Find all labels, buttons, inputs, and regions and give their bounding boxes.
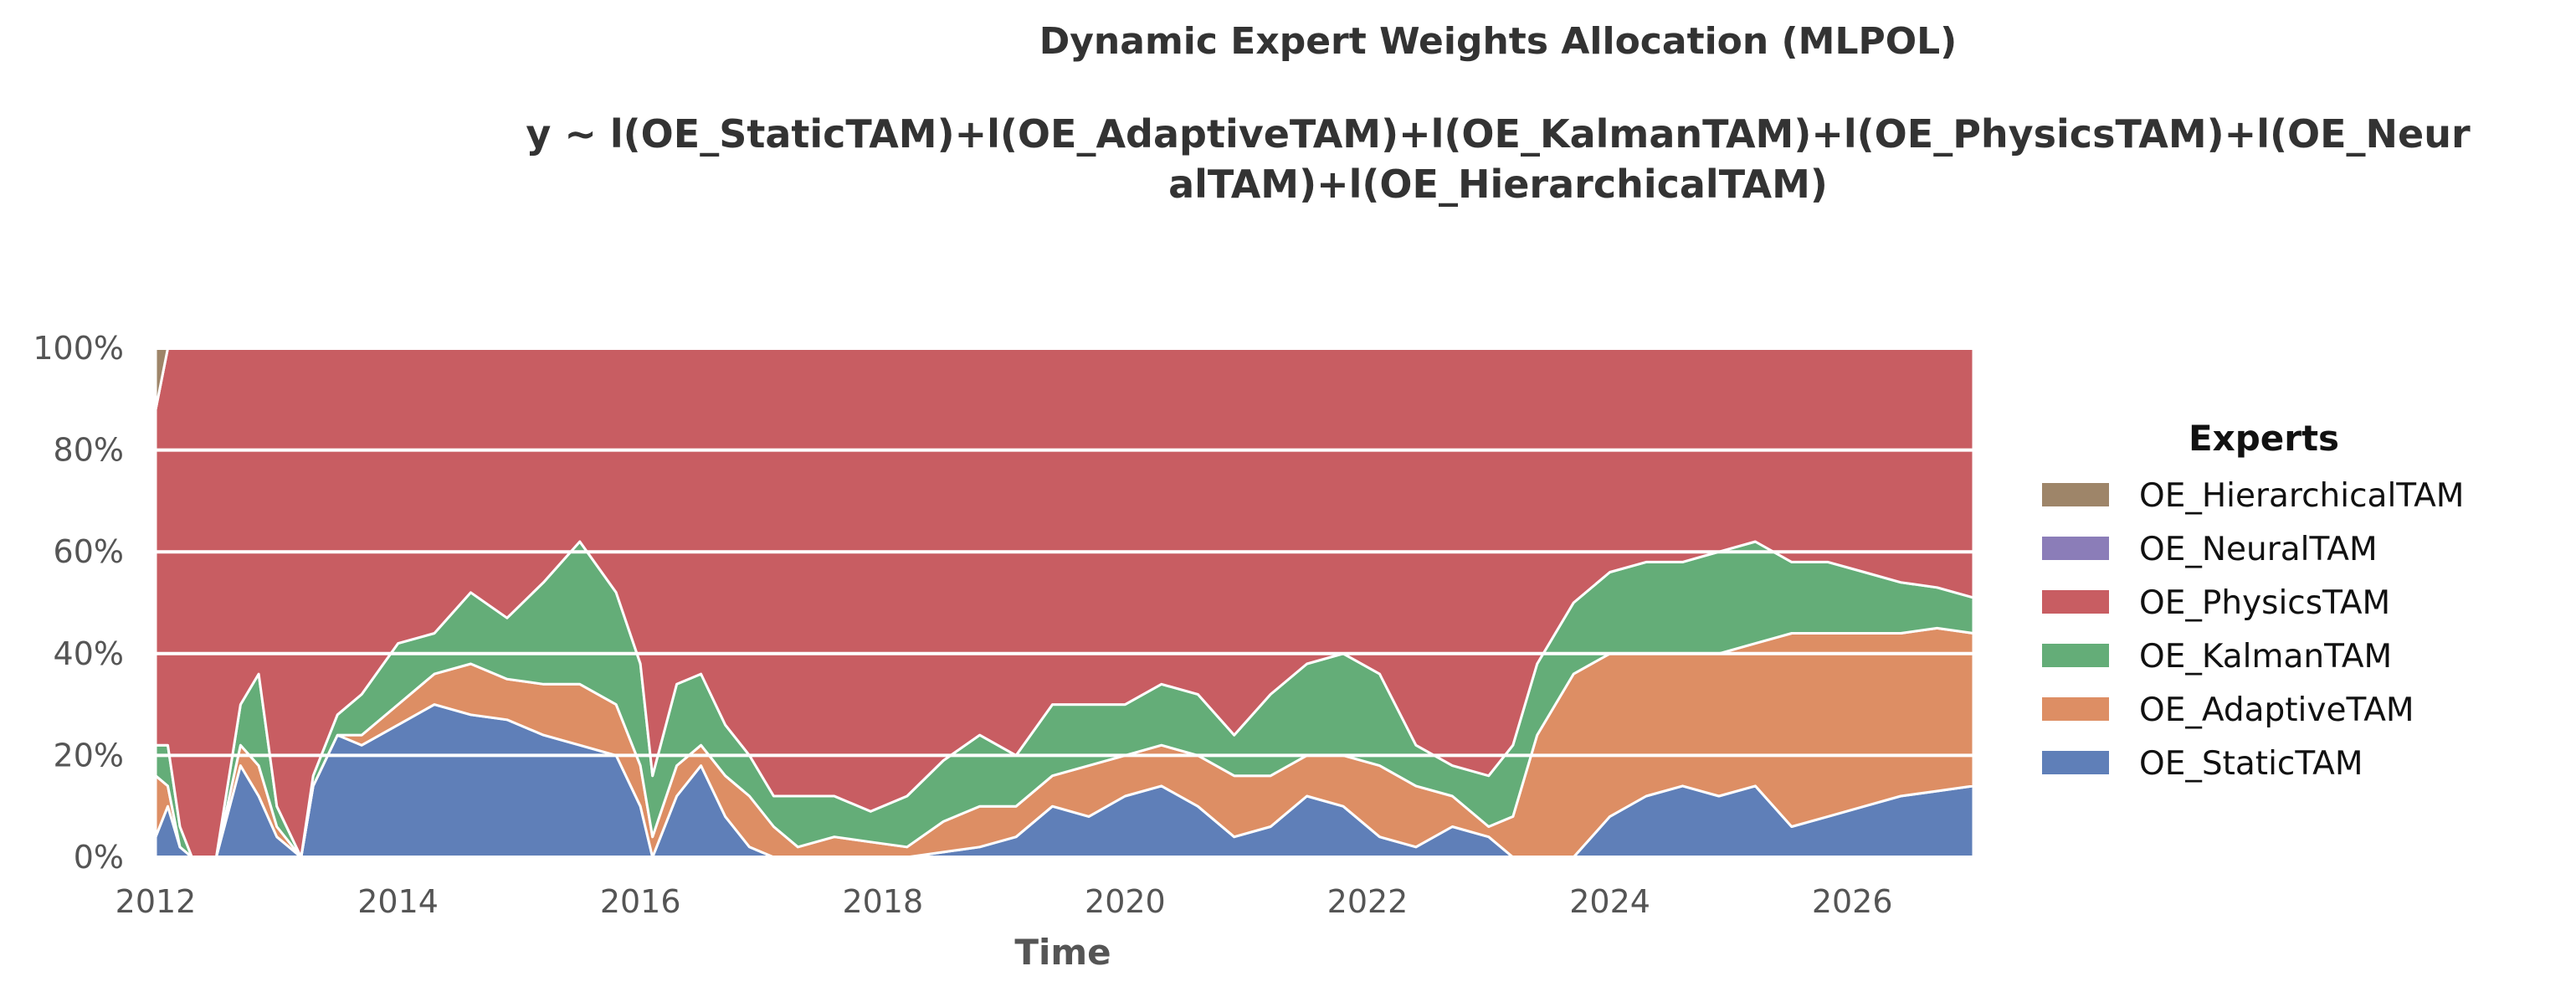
- legend-label-oe-physicstam: OE_PhysicsTAM: [2139, 584, 2390, 622]
- y-tick-label: 0%: [74, 839, 124, 876]
- legend-label-oe-statictam: OE_StaticTAM: [2139, 745, 2363, 783]
- legend-swatch-oe-statictam: [2042, 751, 2109, 774]
- y-tick-label: 60%: [54, 533, 124, 570]
- legend-label-oe-kalmantam: OE_KalmanTAM: [2139, 638, 2392, 676]
- legend-swatch-oe-kalmantam: [2042, 644, 2109, 667]
- x-tick-label: 2016: [600, 883, 681, 920]
- y-tick-label: 100%: [33, 330, 124, 367]
- legend-label-oe-hierarchicaltam: OE_HierarchicalTAM: [2139, 477, 2464, 515]
- legend-swatch-oe-neuraltam: [2042, 537, 2109, 560]
- legend: Experts OE_HierarchicalTAM OE_NeuralTAM OE…: [2042, 418, 2464, 783]
- chart-subtitle-line-1: y ~ l(OE_StaticTAM)+l(OE_AdaptiveTAM)+l(…: [526, 111, 2471, 157]
- legend-label-oe-adaptivetam: OE_AdaptiveTAM: [2139, 691, 2414, 729]
- plot-area-layers: [154, 347, 1975, 859]
- x-tick-label: 2012: [115, 883, 197, 920]
- x-axis-ticks: 2012 2014 2016 2018 2020 2022 2024 2026: [115, 883, 1893, 920]
- chart-title: Dynamic Expert Weights Allocation (MLPOL…: [1039, 20, 1958, 63]
- legend-label-oe-neuraltam: OE_NeuralTAM: [2139, 531, 2378, 568]
- x-tick-label: 2026: [1812, 883, 1893, 920]
- y-axis-ticks: 0% 20% 40% 60% 80% 100%: [33, 330, 124, 876]
- x-tick-label: 2014: [357, 883, 439, 920]
- legend-swatch-oe-physicstam: [2042, 590, 2109, 614]
- legend-swatch-oe-adaptivetam: [2042, 697, 2109, 721]
- y-tick-label: 40%: [54, 635, 124, 672]
- legend-swatch-oe-hierarchicaltam: [2042, 483, 2109, 506]
- x-axis-label: Time: [1014, 932, 1111, 973]
- y-tick-label: 80%: [54, 432, 124, 469]
- x-tick-label: 2018: [842, 883, 923, 920]
- chart-subtitle-line-2: alTAM)+l(OE_HierarchicalTAM): [1168, 162, 1828, 207]
- x-tick-label: 2024: [1569, 883, 1650, 920]
- legend-title: Experts: [2189, 418, 2339, 459]
- y-tick-label: 20%: [54, 737, 124, 773]
- x-tick-label: 2020: [1085, 883, 1166, 920]
- gridlines: [156, 347, 1973, 859]
- x-tick-label: 2022: [1327, 883, 1409, 920]
